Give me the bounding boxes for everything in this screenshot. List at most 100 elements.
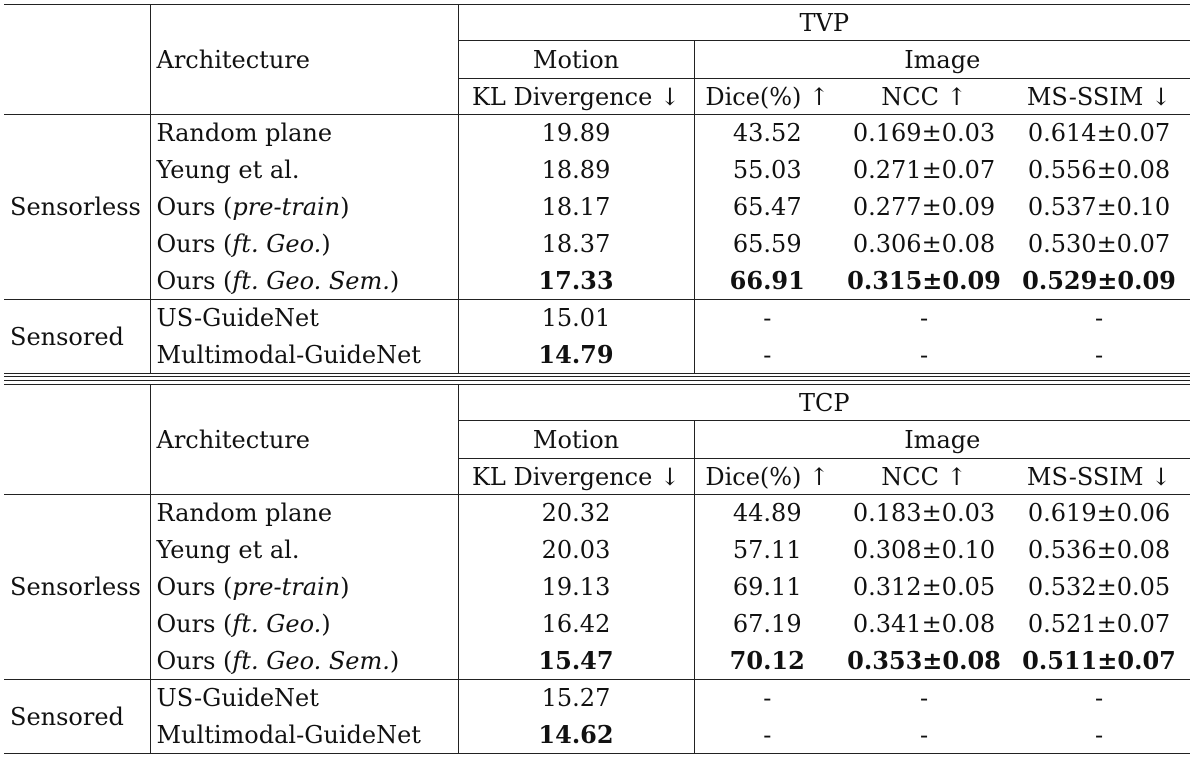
header-dice: Dice(%) ↑ bbox=[694, 78, 840, 115]
cell-dice: - bbox=[763, 684, 772, 713]
cell-kl: 19.89 bbox=[458, 114, 695, 152]
header-row-dataset: Architecture TCP bbox=[4, 384, 1191, 495]
table-row: Ours (ft. Geo.) 16.42 67.19 0.341±0.08 0.521… bbox=[4, 605, 1190, 643]
method-name: Yeung et al. bbox=[150, 151, 459, 189]
method-name: Ours (pre-train) bbox=[150, 188, 459, 226]
table-row: Ours (ft. Geo.) 18.37 65.59 0.306±0.08 0.530… bbox=[4, 225, 1190, 263]
method-name: Ours (ft. Geo. Sem.) bbox=[150, 642, 459, 680]
table-row: Multimodal-GuideNet 14.62 - - - bbox=[4, 716, 1191, 754]
cell-dice: 66.91 bbox=[729, 265, 805, 295]
cell-dice: - bbox=[763, 720, 772, 749]
table-row: Yeung et al. 18.89 55.03 0.271±0.07 0.556±0.… bbox=[4, 151, 1190, 189]
method-name: Ours (ft. Geo.) bbox=[150, 225, 459, 263]
table-row: Ours (pre-train) 19.13 69.11 0.312±0.05 0.53… bbox=[4, 568, 1190, 606]
cell-ncc: - bbox=[919, 684, 929, 713]
table-row: Sensorless Random plane 19.89 43.52 0.169±0.… bbox=[4, 114, 1190, 300]
cell-ncc: 0.169±0.03 bbox=[852, 119, 996, 148]
method-name: US-GuideNet bbox=[150, 679, 459, 717]
cell-kl: 20.32 bbox=[458, 494, 695, 532]
header-kl: KL Divergence ↓ bbox=[458, 458, 695, 495]
cell-kl: 14.62 bbox=[458, 716, 695, 754]
header-blank bbox=[4, 384, 151, 495]
method-name: Random plane bbox=[150, 494, 459, 532]
table-row: Sensored US-GuideNet 15.27 - - - bbox=[4, 679, 1191, 754]
header-msssim: MS-SSIM ↓ bbox=[1008, 78, 1190, 115]
cell-dice: 65.47 bbox=[732, 193, 802, 221]
header-motion: Motion bbox=[458, 40, 695, 79]
cell-dice: 67.19 bbox=[732, 610, 802, 638]
method-variant: pre-train bbox=[232, 573, 341, 601]
header-msssim: MS-SSIM ↓ bbox=[1008, 458, 1191, 495]
cell-dice: - bbox=[763, 340, 772, 369]
header-architecture: Architecture bbox=[150, 384, 459, 495]
method-name: Random plane bbox=[150, 114, 459, 152]
table-row: Ours (pre-train) 18.17 65.47 0.277±0.09 0.53… bbox=[4, 188, 1190, 226]
cell-msssim: 0.511±0.07 bbox=[1022, 645, 1176, 675]
cell-msssim: 0.619±0.06 bbox=[1027, 499, 1171, 528]
cell-ncc: 0.306±0.08 bbox=[852, 230, 996, 258]
cell-kl: 16.42 bbox=[458, 605, 695, 643]
cell-kl: 15.01 bbox=[458, 299, 695, 337]
cell-msssim: - bbox=[1094, 720, 1104, 749]
cell-ncc: 0.353±0.08 bbox=[847, 645, 1001, 675]
cell-msssim: 0.529±0.09 bbox=[1022, 265, 1176, 295]
group-label: Sensorless bbox=[4, 494, 151, 680]
method-name: Yeung et al. bbox=[150, 531, 459, 569]
header-motion: Motion bbox=[458, 420, 695, 459]
table-row: Sensorless Random plane 20.32 44.89 0.183±0.… bbox=[4, 494, 1191, 680]
cell-msssim: - bbox=[1094, 684, 1104, 713]
cell-kl: 20.03 bbox=[458, 531, 695, 569]
cell-dice: 55.03 bbox=[732, 156, 802, 184]
cell-msssim: 0.532±0.05 bbox=[1027, 573, 1171, 601]
method-variant: ft. Geo. bbox=[232, 230, 322, 258]
cell-kl: 15.27 bbox=[458, 679, 695, 717]
header-row-metrics: KL Divergence ↓ Dice(%) ↑ NCC ↑ MS-SSIM ↓ bbox=[4, 78, 1190, 115]
header-architecture: Architecture bbox=[150, 4, 459, 115]
cell-msssim: - bbox=[1094, 304, 1104, 333]
cell-msssim: 0.536±0.08 bbox=[1027, 536, 1171, 564]
header-dataset: TCP bbox=[799, 388, 850, 417]
header-row-dataset: Architecture TVP bbox=[4, 4, 1190, 115]
cell-kl: 17.33 bbox=[458, 262, 695, 300]
header-ncc: NCC ↑ bbox=[840, 78, 1008, 115]
cell-msssim: - bbox=[1094, 340, 1104, 369]
table-row: Ours (ft. Geo. Sem.) 15.47 70.12 0.353±0.08… bbox=[4, 642, 1190, 680]
cell-msssim: 0.556±0.08 bbox=[1027, 156, 1171, 184]
cell-msssim: 0.614±0.07 bbox=[1027, 119, 1171, 148]
group-label: Sensorless bbox=[4, 114, 151, 300]
cell-ncc: - bbox=[919, 720, 929, 749]
cell-kl: 18.89 bbox=[458, 151, 695, 189]
method-name: US-GuideNet bbox=[150, 299, 459, 337]
cell-ncc: 0.183±0.03 bbox=[852, 499, 996, 528]
cell-ncc: 0.312±0.05 bbox=[852, 573, 996, 601]
group-label: Sensored bbox=[4, 299, 151, 374]
cell-ncc: 0.271±0.07 bbox=[852, 156, 996, 184]
header-image: Image bbox=[694, 420, 1191, 459]
cell-ncc: 0.277±0.09 bbox=[852, 193, 996, 221]
cell-kl: 19.13 bbox=[458, 568, 695, 606]
header-blank bbox=[4, 4, 151, 115]
cell-dice: 69.11 bbox=[732, 573, 802, 601]
method-name: Ours (ft. Geo. Sem.) bbox=[150, 262, 459, 300]
header-row-groups: Motion Image bbox=[4, 420, 1191, 459]
header-dice: Dice(%) ↑ bbox=[694, 458, 840, 495]
cell-ncc: 0.308±0.10 bbox=[852, 536, 996, 564]
cell-msssim: 0.530±0.07 bbox=[1027, 230, 1171, 258]
header-kl: KL Divergence ↓ bbox=[458, 78, 695, 115]
table-separator bbox=[4, 376, 1190, 381]
method-variant: pre-train bbox=[232, 193, 341, 221]
method-variant: ft. Geo. Sem. bbox=[232, 266, 390, 295]
method-variant: ft. Geo. bbox=[232, 610, 322, 638]
results-table-tvp: Architecture TVP Motion Image KL Divergence … bbox=[4, 4, 1190, 374]
method-variant: ft. Geo. Sem. bbox=[232, 646, 390, 675]
method-name: Ours (pre-train) bbox=[150, 568, 459, 606]
method-name: Ours (ft. Geo.) bbox=[150, 605, 459, 643]
group-label: Sensored bbox=[4, 679, 151, 754]
table-row: Sensored US-GuideNet 15.01 - - - bbox=[4, 299, 1190, 374]
header-row-metrics: KL Divergence ↓ Dice(%) ↑ NCC ↑ MS-SSIM ↓ bbox=[4, 458, 1191, 495]
method-name: Multimodal-GuideNet bbox=[150, 716, 459, 754]
table-row: Yeung et al. 20.03 57.11 0.308±0.10 0.536±0.… bbox=[4, 531, 1190, 569]
results-table-tcp: Architecture TCP Motion Image KL Divergence … bbox=[4, 384, 1191, 754]
cell-ncc: - bbox=[919, 340, 929, 369]
